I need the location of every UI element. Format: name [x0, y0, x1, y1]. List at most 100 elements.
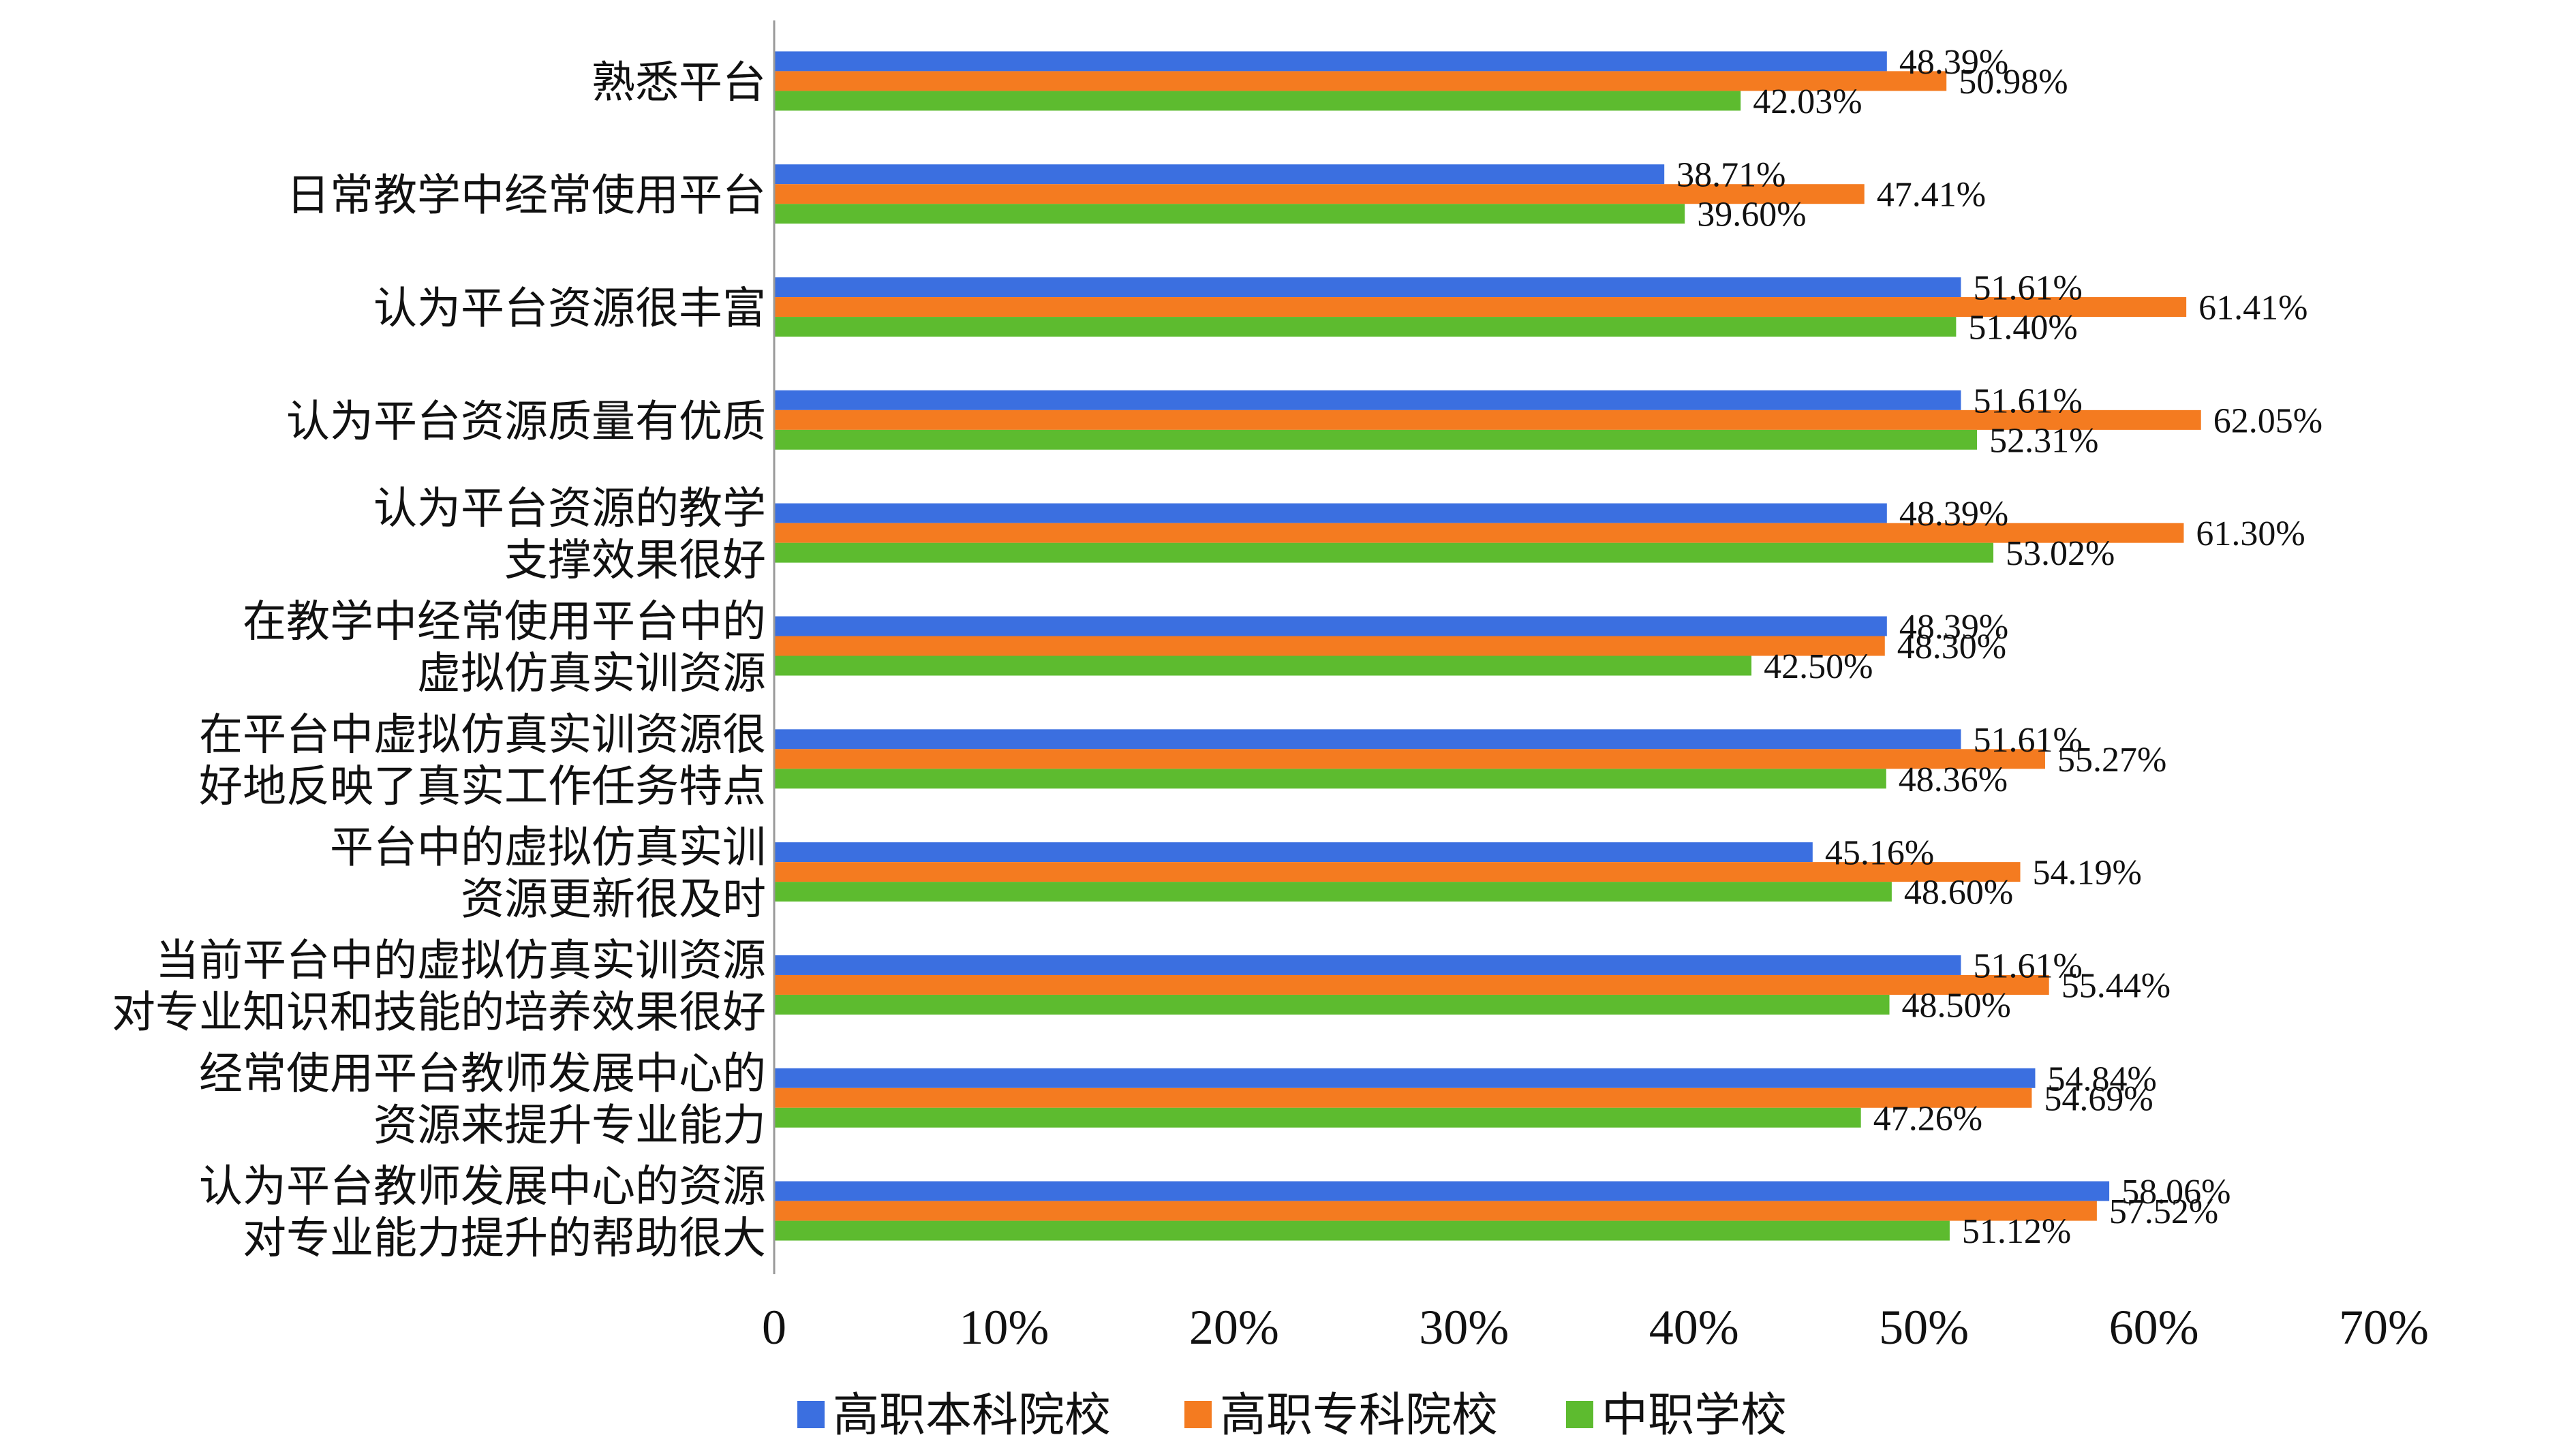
legend: 高职本科院校 高职专科院校 中职学校 — [797, 1389, 1787, 1443]
bar — [774, 1068, 2036, 1088]
bar — [774, 882, 1892, 902]
data-label: 53.02% — [2006, 534, 2115, 573]
x-tick-label: 50% — [1879, 1300, 1969, 1355]
data-label: 47.41% — [1877, 176, 1986, 215]
category-labels-layer: 熟悉平台日常教学中经常使用平台认为平台资源很丰富认为平台资源质量有优质认为平台资… — [112, 58, 766, 1264]
bar — [774, 51, 1887, 72]
bar — [774, 1201, 2097, 1221]
bars-layer — [774, 51, 2201, 1241]
category-label: 对专业知识和技能的培养效果很好 — [112, 987, 766, 1038]
data-label: 62.05% — [2213, 401, 2322, 440]
legend-swatch — [1566, 1401, 1593, 1428]
bar — [774, 503, 1887, 523]
bar — [774, 204, 1685, 224]
legend-label: 中职学校 — [1601, 1389, 1787, 1443]
category-label: 在教学中经常使用平台中的 — [243, 597, 766, 647]
bar — [774, 164, 1665, 185]
bar — [774, 1220, 1950, 1241]
data-label: 57.52% — [2109, 1192, 2218, 1231]
category-label: 日常教学中经常使用平台 — [286, 171, 766, 221]
data-label: 51.61% — [1973, 721, 2082, 760]
data-label: 54.19% — [2033, 854, 2142, 893]
data-label: 55.44% — [2061, 966, 2171, 1005]
data-label: 55.27% — [2057, 741, 2166, 780]
bar — [774, 1181, 2110, 1201]
bar — [774, 769, 1886, 789]
data-label: 48.30% — [1897, 628, 2006, 666]
data-label: 61.30% — [2196, 514, 2305, 553]
bar — [774, 729, 1961, 750]
data-label: 51.61% — [1973, 946, 2082, 985]
bar — [774, 994, 1890, 1015]
x-tick-label: 30% — [1419, 1300, 1509, 1355]
category-label: 当前平台中的虚拟仿真实训资源 — [155, 936, 766, 986]
bar — [774, 91, 1741, 111]
x-tick-label: 10% — [959, 1300, 1049, 1355]
category-label: 在平台中虚拟仿真实训资源很 — [199, 710, 766, 760]
category-label: 对专业能力提升的帮助很大 — [243, 1214, 766, 1264]
data-label: 51.12% — [1962, 1212, 2071, 1251]
category-label: 熟悉平台 — [592, 58, 766, 108]
data-label: 50.98% — [1959, 63, 2068, 102]
category-label: 支撑效果很好 — [504, 536, 766, 586]
data-label: 52.31% — [1989, 421, 2098, 460]
bar — [774, 542, 1994, 563]
data-label: 54.69% — [2044, 1079, 2153, 1118]
axes-layer: 0 10% 20% 30% 40% 50% 60% 70% — [762, 20, 2429, 1355]
value-labels-layer: 48.39%50.98%42.03%38.71%47.41%39.60%51.6… — [1676, 43, 2322, 1251]
bar — [774, 655, 1752, 676]
data-label: 42.50% — [1764, 647, 1873, 686]
bar — [774, 390, 1961, 410]
data-label: 48.39% — [1899, 495, 2008, 534]
bar — [774, 862, 2021, 882]
data-label: 39.60% — [1697, 196, 1806, 234]
legend-swatch — [1184, 1401, 1212, 1428]
data-label: 51.40% — [1968, 309, 2077, 348]
data-label: 51.61% — [1973, 269, 2082, 308]
x-tick-label: 0 — [762, 1300, 786, 1355]
bar — [774, 616, 1887, 636]
legend-label: 高职本科院校 — [833, 1389, 1111, 1443]
bar — [774, 955, 1961, 975]
category-label: 资源来提升专业能力 — [373, 1100, 766, 1151]
category-label: 好地反映了真实工作任务特点 — [199, 762, 766, 812]
data-label: 42.03% — [1753, 82, 1862, 121]
category-label: 平台中的虚拟仿真实训 — [330, 823, 766, 874]
x-tick-label: 40% — [1649, 1300, 1739, 1355]
bar — [774, 636, 1885, 656]
bar — [774, 297, 2187, 318]
data-label: 54.84% — [2047, 1060, 2156, 1098]
bar — [774, 523, 2184, 543]
data-label: 51.61% — [1973, 382, 2082, 420]
bar — [774, 974, 2049, 995]
bar — [774, 749, 2045, 769]
data-label: 47.26% — [1873, 1099, 1982, 1138]
bar — [774, 410, 2201, 430]
bar — [774, 71, 1947, 91]
legend-swatch — [797, 1401, 825, 1428]
x-tick-label: 70% — [2339, 1300, 2429, 1355]
category-label: 经常使用平台教师发展中心的 — [199, 1049, 766, 1099]
data-label: 48.36% — [1899, 760, 2008, 799]
bar — [774, 429, 1978, 450]
category-label: 资源更新很及时 — [461, 875, 766, 925]
data-label: 45.16% — [1825, 834, 1934, 873]
data-label: 48.39% — [1899, 43, 2008, 82]
x-tick-label: 60% — [2109, 1300, 2199, 1355]
bar — [774, 277, 1961, 298]
bar — [774, 1088, 2032, 1108]
bar — [774, 317, 1957, 337]
data-label: 48.60% — [1904, 874, 2013, 912]
data-label: 58.06% — [2121, 1173, 2230, 1212]
category-label: 认为平台资源质量有优质 — [286, 397, 766, 447]
x-tick-label: 20% — [1189, 1300, 1279, 1355]
category-label: 认为平台资源很丰富 — [373, 284, 766, 335]
category-label: 认为平台资源的教学 — [373, 484, 766, 534]
data-label: 48.50% — [1902, 986, 2011, 1025]
legend-label: 高职专科院校 — [1220, 1389, 1498, 1443]
bar — [774, 1107, 1861, 1128]
data-label: 61.41% — [2198, 289, 2307, 328]
data-label: 38.71% — [1676, 156, 1785, 195]
bar — [774, 842, 1813, 863]
